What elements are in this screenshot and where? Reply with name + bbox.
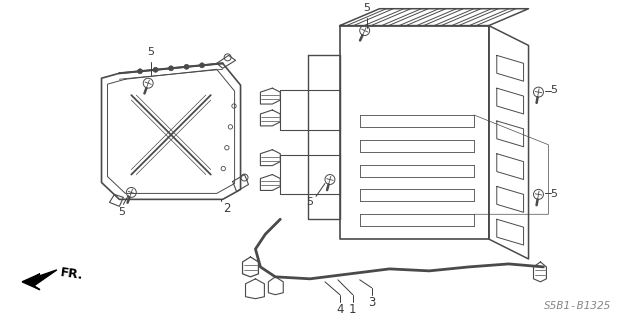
Circle shape [200,63,205,68]
Text: 3: 3 [368,296,375,309]
Text: 4: 4 [336,303,344,316]
Text: FR.: FR. [60,266,84,282]
Circle shape [153,67,158,72]
Text: S5B1-B1325: S5B1-B1325 [543,300,611,311]
Text: 5: 5 [550,189,557,199]
Text: 2: 2 [223,202,230,215]
Polygon shape [22,270,57,290]
Text: 5: 5 [307,197,314,207]
Text: 5: 5 [550,85,557,95]
Circle shape [138,69,143,74]
Text: 1: 1 [349,303,356,316]
Text: 5: 5 [118,207,125,217]
Circle shape [168,66,173,71]
Text: 5: 5 [363,3,370,13]
Circle shape [184,64,189,69]
Text: 5: 5 [148,47,155,57]
